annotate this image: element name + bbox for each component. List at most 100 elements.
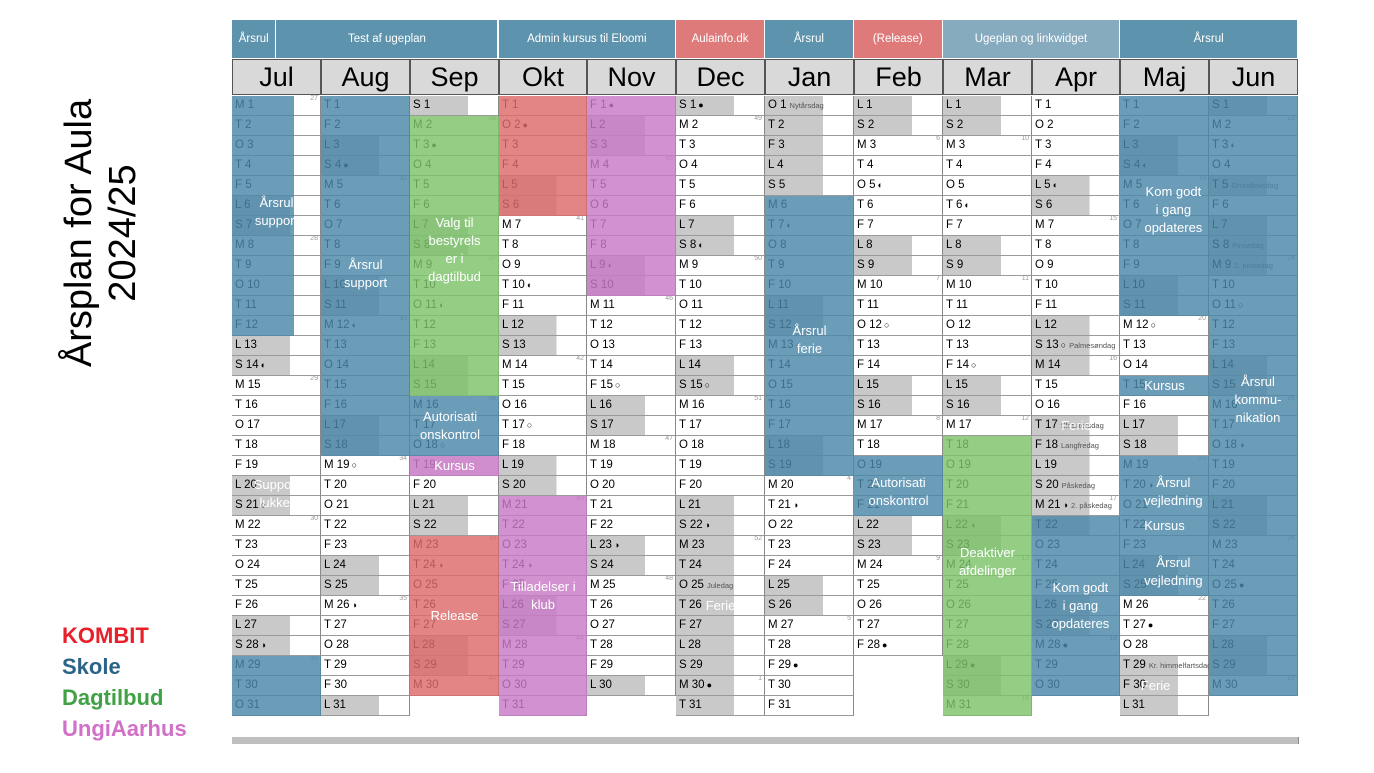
day-label: F 24: [768, 559, 792, 571]
day-cell: F 18 Langfredag: [1032, 436, 1120, 456]
day-label: T 11: [946, 299, 968, 311]
day-cell: L 21: [410, 496, 499, 516]
day-cell: T 12: [676, 316, 765, 336]
month-header-jun: Jun: [1209, 59, 1298, 95]
month-header-aug: Aug: [321, 59, 410, 95]
holiday-label: Langfredag: [1061, 441, 1099, 450]
week-number: 22: [1198, 595, 1206, 602]
day-label: F 11: [1035, 299, 1058, 311]
day-label: S 15 ○: [679, 379, 711, 391]
day-label: O 17: [235, 419, 260, 431]
calendar-grid: Årsrul Test af ugeplan Admin kursus til El…: [232, 20, 1299, 744]
column-footer: [499, 737, 588, 744]
day-label: T 26: [590, 599, 613, 611]
day-label: T 30: [768, 679, 791, 691]
day-label: M 16: [679, 399, 705, 411]
month-column-feb: L 1 S 2 M 3 6 T 4 O 5 ◐ T 6 F 7 L 8 S 9 M 10 7 T 11 O …: [854, 96, 943, 744]
day-label: O 14: [1123, 359, 1148, 371]
event-label: Årsrul ferie: [792, 323, 827, 356]
day-label: F 26: [235, 599, 259, 611]
event-overlay: [854, 456, 943, 516]
legend-item-skole: Skole: [62, 654, 121, 679]
day-label: M 21 ◑ 2. påskedag: [1035, 499, 1112, 511]
day-label: O 28: [1123, 639, 1148, 651]
day-cell: M 7 15: [1032, 215, 1120, 236]
day-cell: T 13: [943, 336, 1032, 356]
day-label: S 23: [857, 539, 881, 551]
moon-phase-icon: ●: [793, 660, 799, 670]
day-cell: L 21: [676, 496, 765, 516]
day-cell: F 18: [499, 436, 587, 456]
event-overlay: [1120, 516, 1209, 536]
day-cell: M 19 ○ 34: [321, 455, 410, 476]
day-cell: T 11: [854, 296, 943, 316]
column-footer: [232, 737, 322, 744]
event-overlay: [410, 396, 499, 456]
day-cell: O 21: [321, 496, 410, 516]
day-label: L 27: [235, 619, 257, 631]
day-label: S 22 ◑: [679, 519, 711, 531]
day-label: S 29: [679, 659, 703, 671]
event-overlay: [1120, 456, 1209, 516]
day-label: T 29 Kr. himmelfartsdag: [1123, 659, 1212, 671]
day-label: L 14: [679, 359, 701, 371]
day-cell: M 22 30: [232, 515, 321, 536]
event-label: Årsrul vejledning: [1144, 475, 1203, 508]
day-label: S 26: [768, 599, 792, 611]
day-cell: T 29: [321, 656, 410, 676]
moon-phase-icon: ◐: [964, 200, 970, 210]
holiday-label: Nytårsdag: [789, 101, 824, 110]
day-cell: S 6: [1032, 196, 1120, 216]
day-label: S 13 ○ Palmesøndag: [1035, 339, 1116, 351]
day-cell: L 13: [232, 336, 321, 356]
day-label: T 26: [679, 599, 702, 611]
moon-phase-icon: ◑: [792, 500, 799, 510]
day-label: T 19: [590, 459, 613, 471]
day-cell: O 12 ○: [854, 316, 943, 336]
day-label: T 21: [590, 499, 613, 511]
event-label: Tilladelser i klub: [510, 579, 576, 612]
day-label: O 27: [590, 619, 615, 631]
day-cell: O 22: [765, 516, 854, 536]
day-label: L 15: [857, 379, 879, 391]
day-cell: O 27: [587, 616, 676, 636]
month-header-mar: Mar: [943, 59, 1032, 95]
column-footer: [854, 737, 944, 744]
day-label: O 18: [679, 439, 704, 451]
week-number: 9: [936, 555, 940, 562]
day-label: T 27: [857, 619, 880, 631]
day-cell: T 8: [499, 236, 587, 256]
week-number: 30: [310, 515, 318, 522]
day-cell: L 8: [854, 236, 943, 256]
day-label: F 16: [1123, 399, 1147, 411]
day-label: T 29: [324, 659, 347, 671]
theme-label: (Release): [853, 20, 943, 58]
day-cell: S 20 Påskedag: [1032, 476, 1120, 496]
theme-label: Årsrul: [1120, 20, 1298, 58]
month-header-jul: Jul: [232, 59, 321, 95]
legend-item-kombit: KOMBIT: [62, 623, 149, 648]
day-label: L 5 ◐: [1035, 179, 1058, 191]
day-label: T 3: [1035, 139, 1052, 151]
column-footer: [410, 737, 500, 744]
day-label: T 15: [502, 379, 525, 391]
week-number: 17: [1109, 495, 1117, 502]
day-label: M 19 ○: [324, 459, 358, 471]
moon-phase-icon: ○: [704, 380, 711, 390]
month-header-jan: Jan: [765, 59, 854, 95]
day-label: F 31: [768, 699, 792, 711]
event-label: Support lukket: [253, 477, 300, 510]
day-cell: T 16: [232, 396, 321, 416]
day-cell: M 23 52: [676, 535, 765, 556]
moon-phase-icon: ○: [615, 380, 621, 390]
day-label: M 10: [946, 279, 972, 291]
day-cell: T 25: [232, 576, 321, 596]
day-label: L 19: [502, 459, 524, 471]
day-label: F 22: [590, 519, 614, 531]
day-label: F 30: [324, 679, 348, 691]
day-label: F 14: [857, 359, 881, 371]
day-label: M 14: [502, 359, 528, 371]
week-number: 52: [754, 535, 762, 542]
day-label: T 23: [235, 539, 258, 551]
day-cell: T 28: [765, 636, 854, 656]
